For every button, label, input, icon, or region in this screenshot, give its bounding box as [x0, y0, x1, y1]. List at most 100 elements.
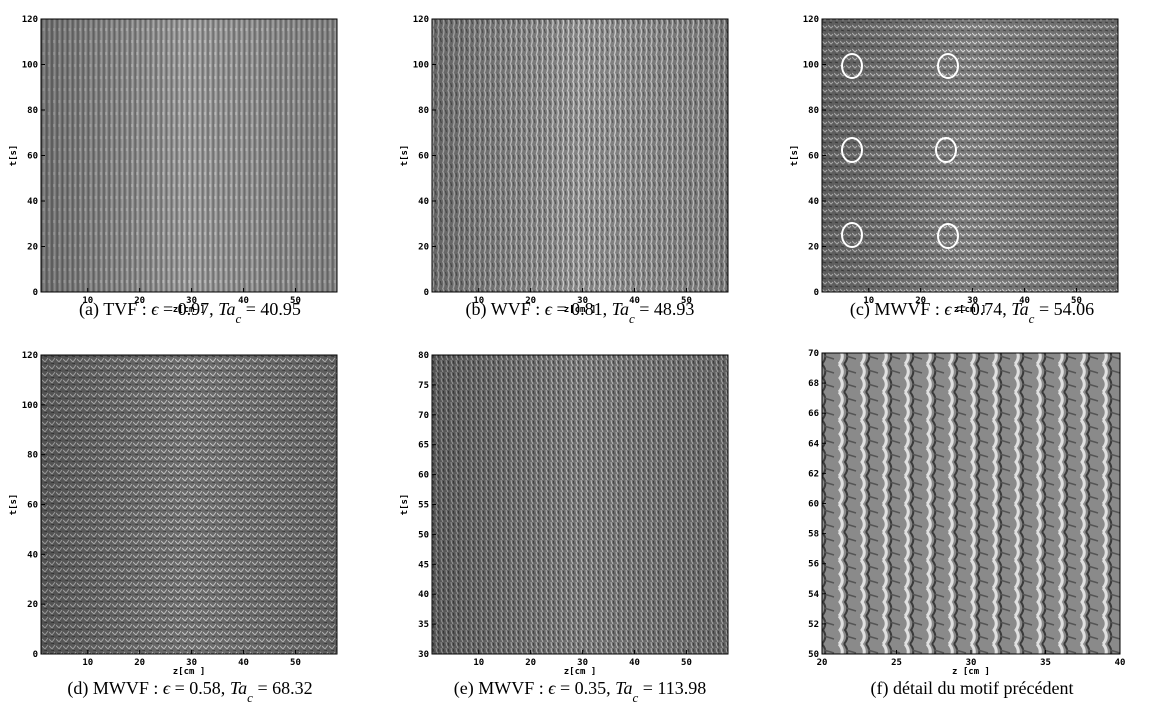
y-tick-label: 120: [22, 15, 38, 25]
caption-part: = 40.95: [241, 299, 301, 319]
y-tick-label: 0: [33, 650, 38, 660]
y-tick-label: 50: [808, 650, 819, 660]
caption-part: c: [633, 690, 639, 705]
panel: 10 20 30 40 50 30 35 40 45 50 55 60 65 70 75 80 z[cm ] t[…: [400, 351, 729, 705]
x-axis-label: z[cm ]: [954, 305, 987, 315]
y-tick-label: 64: [808, 439, 819, 449]
panel: 10 20 30 40 50 0 20 40 60 80 100 120 z[cm ] t[s] (d) M…: [9, 351, 338, 705]
y-tick-label: 70: [418, 411, 429, 421]
caption-part: = 113.98: [638, 678, 706, 698]
y-tick-label: 50: [418, 530, 429, 540]
y-tick-label: 100: [22, 61, 38, 71]
x-tick-label: 20: [134, 296, 145, 306]
caption: (b) WVF : ϵ = 0.81, Tac = 48.93: [466, 299, 695, 326]
caption-part: c: [236, 311, 242, 326]
circle: [937, 53, 959, 79]
image: [822, 353, 1120, 654]
y-tick-label: 40: [808, 197, 819, 207]
y-tick-label: 120: [413, 15, 429, 25]
x-tick-label: 10: [863, 296, 874, 306]
caption-part: = 48.93: [635, 299, 695, 319]
x-tick-label: 10: [82, 658, 93, 668]
y-tick-label: 68: [808, 379, 819, 389]
y-tick-label: 0: [814, 288, 819, 298]
x-tick-label: 40: [629, 296, 640, 306]
caption-part: c: [1029, 311, 1035, 326]
x-tick-label: 35: [1040, 658, 1051, 668]
y-tick-label: 100: [803, 61, 819, 71]
x-tick-label: 10: [473, 658, 484, 668]
y-axis-label: t[s]: [400, 494, 410, 516]
y-tick-label: 120: [22, 351, 38, 361]
caption-part: (f) détail du motif précédent: [871, 678, 1074, 699]
x-axis-label: z [cm ]: [952, 667, 990, 677]
y-tick-label: 20: [27, 243, 38, 253]
x-axis-label: z[cm ]: [173, 667, 206, 677]
caption-part: = 0.58,: [170, 678, 230, 698]
caption-part: ϵ: [944, 299, 952, 319]
circle: [935, 137, 957, 163]
x-tick-label: 10: [82, 296, 93, 306]
y-tick-label: 80: [808, 106, 819, 116]
caption-part: (a) TVF :: [79, 299, 151, 320]
y-tick-label: 60: [418, 471, 429, 481]
shading: [41, 355, 337, 654]
x-tick-label: 30: [577, 296, 588, 306]
x-axis-label: z[cm ]: [564, 305, 597, 315]
panel: 20 25 30 35 40 50 52 54 56 58 60 62 64 66 68 70 z [cm ](…: [808, 349, 1125, 699]
x-tick-label: 30: [966, 658, 977, 668]
y-tick-label: 40: [418, 590, 429, 600]
y-tick-label: 75: [418, 381, 429, 391]
caption-part: = 0.35,: [555, 678, 615, 698]
x-tick-label: 30: [967, 296, 978, 306]
y-tick-label: 100: [413, 61, 429, 71]
x-tick-label: 50: [290, 296, 301, 306]
x-tick-label: 30: [186, 296, 197, 306]
caption-part: Ta: [218, 299, 235, 319]
x-axis-label: z[cm ]: [564, 667, 597, 677]
caption-part: Ta: [615, 678, 632, 698]
y-tick-label: 60: [418, 152, 429, 162]
x-tick-label: 50: [290, 658, 301, 668]
y-tick-label: 56: [808, 560, 819, 570]
caption-part: Ta: [230, 678, 247, 698]
caption-part: (b) WVF :: [466, 299, 545, 320]
x-tick-label: 40: [629, 658, 640, 668]
y-tick-label: 35: [418, 620, 429, 630]
y-tick-label: 60: [27, 152, 38, 162]
panel: 10 20 30 40 50 0 20 40 60 80 100 120 z[cm ] t[s] (c) M…: [790, 15, 1119, 326]
caption-part: = 0.97,: [158, 299, 218, 319]
circle: [841, 53, 863, 79]
x-tick-label: 50: [1071, 296, 1082, 306]
caption: (e) MWVF : ϵ = 0.35, Tac = 113.98: [454, 678, 707, 705]
caption-part: c: [247, 690, 253, 705]
y-tick-label: 40: [418, 197, 429, 207]
x-tick-label: 50: [681, 296, 692, 306]
x-axis-label: z[cm ]: [173, 305, 206, 315]
caption: (a) TVF : ϵ = 0.97, Tac = 40.95: [79, 299, 301, 326]
caption-part: ϵ: [545, 299, 553, 319]
y-tick-label: 0: [424, 288, 429, 298]
caption-part: = 0.74,: [952, 299, 1012, 319]
caption: (f) détail du motif précédent: [871, 678, 1074, 699]
y-tick-label: 45: [418, 560, 429, 570]
x-tick-label: 40: [1115, 658, 1126, 668]
x-tick-label: 25: [891, 658, 902, 668]
y-tick-label: 58: [808, 530, 819, 540]
y-tick-label: 60: [808, 152, 819, 162]
y-tick-label: 30: [418, 650, 429, 660]
y-tick-label: 60: [808, 500, 819, 510]
annotation-circles: [841, 53, 959, 249]
x-tick-label: 30: [186, 658, 197, 668]
x-tick-label: 10: [473, 296, 484, 306]
shading: [432, 19, 728, 292]
x-tick-label: 20: [134, 658, 145, 668]
x-tick-label: 30: [577, 658, 588, 668]
shading: [41, 19, 337, 292]
caption-part: Ta: [612, 299, 629, 319]
x-tick-label: 20: [525, 658, 536, 668]
y-tick-label: 70: [808, 349, 819, 359]
caption-part: = 54.06: [1034, 299, 1094, 319]
y-axis-label: t[s]: [9, 145, 19, 167]
y-axis-label: t[s]: [400, 145, 410, 167]
